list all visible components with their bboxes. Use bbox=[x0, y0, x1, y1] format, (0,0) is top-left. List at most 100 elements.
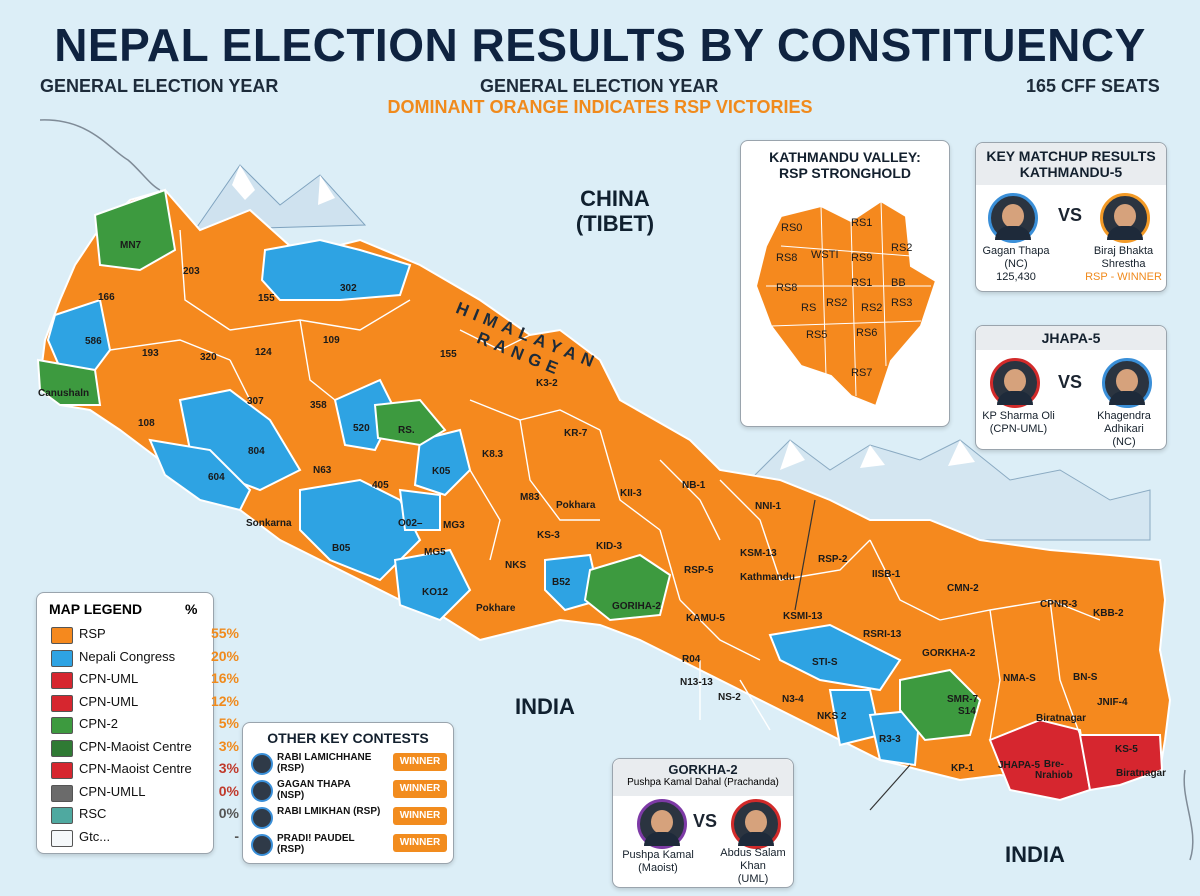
region-label: K8.3 bbox=[482, 449, 504, 460]
region-label: KBB-2 bbox=[1093, 608, 1124, 619]
map-legend: MAP LEGEND % RSP 55% Nepali Congress 20% CPN… bbox=[36, 592, 239, 854]
avatar-biraj-shrestha bbox=[1100, 193, 1150, 243]
region-maoist-goriha2 bbox=[583, 553, 672, 622]
label-india-right: INDIA bbox=[1005, 842, 1065, 867]
region-label: MN7 bbox=[120, 240, 142, 251]
region-label: MG5 bbox=[424, 547, 446, 558]
region-label: MG3 bbox=[443, 520, 465, 531]
region-maoist-s14 bbox=[899, 668, 982, 742]
contest-name: RABI LMIKHAN (RSP) bbox=[277, 806, 381, 817]
gorkha-cand2: Abdus Salam Khan (UML) bbox=[720, 847, 786, 885]
contest-row: RABI LAMICHHANE (RSP) WINNER bbox=[251, 751, 447, 775]
legend-swatch bbox=[51, 717, 73, 734]
contest-name: GAGAN THAPA (NSP) bbox=[277, 779, 351, 801]
legend-pct: 16% bbox=[210, 670, 239, 686]
region-label: JHAPA-5 bbox=[998, 760, 1041, 771]
legend-swatch bbox=[51, 762, 73, 779]
region-label: SMR-7 bbox=[947, 694, 979, 705]
region-label: N3-4 bbox=[782, 694, 804, 705]
region-label: Canushaln bbox=[38, 388, 90, 399]
region-label: 604 bbox=[208, 472, 225, 483]
gorkha-pointer-line bbox=[869, 764, 911, 811]
river-line-east bbox=[1183, 769, 1194, 861]
region-label: CMN-2 bbox=[947, 583, 979, 594]
valley-label: RS3 bbox=[891, 297, 912, 309]
legend-title: MAP LEGEND bbox=[49, 601, 143, 617]
legend-label: RSP bbox=[79, 626, 106, 641]
contest-name: PRADI! PAUDEL (RSP) bbox=[277, 833, 355, 855]
region-label: N63 bbox=[313, 465, 332, 476]
region-label: 320 bbox=[200, 352, 217, 363]
contest-avatar bbox=[251, 780, 273, 802]
valley-title-line1: KATHMANDU VALLEY: bbox=[769, 149, 921, 165]
legend-pct: 55% bbox=[210, 625, 239, 641]
jhapa-title: JHAPA-5 bbox=[1041, 330, 1101, 346]
legend-swatch bbox=[51, 829, 73, 847]
legend-pct: - bbox=[234, 827, 239, 844]
region-label: KSMI-13 bbox=[783, 611, 823, 622]
region-label: KSM-13 bbox=[740, 548, 777, 559]
region-label: 124 bbox=[255, 347, 272, 358]
contests-title: OTHER KEY CONTESTS bbox=[267, 730, 429, 746]
region-label: K3-2 bbox=[536, 378, 558, 389]
legend-pct: 12% bbox=[210, 692, 239, 709]
region-label: Bre- Nrahiob bbox=[1035, 759, 1073, 781]
valley-label: RS2 bbox=[826, 297, 847, 309]
legend-swatch bbox=[51, 807, 73, 824]
region-label: B05 bbox=[332, 543, 351, 554]
region-maoist-canushaln bbox=[36, 358, 102, 406]
legend-label: Gtc... bbox=[79, 828, 111, 844]
region-label: KII-3 bbox=[620, 488, 642, 499]
legend-pct: 20% bbox=[210, 647, 239, 664]
subtitle-right: 165 CFF SEATS bbox=[1026, 76, 1160, 96]
legend-swatch bbox=[51, 694, 73, 712]
region-label: O02– bbox=[398, 518, 423, 529]
winner-badge[interactable]: WINNER bbox=[393, 807, 447, 825]
matchup-title-line1: KEY MATCHUP RESULTS bbox=[986, 148, 1156, 164]
legend-label: CPN-Maoist Centre bbox=[79, 738, 192, 754]
region-nc-sti bbox=[768, 623, 902, 692]
kathmandu-valley-inset: KATHMANDU VALLEY: RSP STRONGHOLD RS0 RS1 R… bbox=[740, 140, 950, 427]
region-label: GORKHA-2 bbox=[922, 648, 976, 659]
legend-pct: 3% bbox=[218, 737, 239, 754]
region-label: 155 bbox=[440, 349, 457, 360]
region-label: Pokhara bbox=[556, 500, 596, 511]
valley-label: RS7 bbox=[851, 367, 872, 379]
matchup-title-line2: KATHMANDU-5 bbox=[1019, 164, 1123, 180]
contest-avatar bbox=[251, 834, 273, 856]
page-title: NEPAL ELECTION RESULTS BY CONSTITUENCY bbox=[54, 19, 1146, 71]
region-label: KO12 bbox=[422, 587, 449, 598]
avatar-abdus-khan bbox=[731, 799, 781, 849]
region-label: B52 bbox=[552, 577, 571, 588]
winner-badge[interactable]: WINNER bbox=[393, 780, 447, 798]
region-label: 520 bbox=[353, 423, 370, 434]
legend-label: CPN-Maoist Centre bbox=[79, 761, 192, 776]
region-label: Kathmandu bbox=[740, 572, 795, 583]
legend-label: CPN-UML bbox=[79, 671, 139, 686]
region-label: KID-3 bbox=[596, 541, 623, 552]
gorkha-subtitle: Pushpa Kamal Dahal (Prachanda) bbox=[627, 777, 779, 788]
legend-swatch bbox=[51, 784, 73, 802]
valley-label: RS6 bbox=[856, 327, 877, 339]
region-nc-ko12 bbox=[393, 548, 472, 622]
legend-swatch bbox=[51, 672, 73, 689]
label-china: CHINA (TIBET) bbox=[575, 186, 655, 236]
region-label: RS. bbox=[398, 425, 415, 436]
valley-map: RS0 RS1 RS8 WSTI RS9 RS2 RS8 RS1 BB RS RS2 RS2 RS3 RS… bbox=[754, 199, 938, 408]
avatar-khagendra-adhikari bbox=[1102, 358, 1152, 408]
constituency-borders bbox=[109, 229, 1101, 741]
winner-badge[interactable]: WINNER bbox=[393, 834, 447, 852]
gorkha-vs: VS bbox=[693, 811, 718, 831]
river-line bbox=[39, 119, 161, 191]
contest-row: GAGAN THAPA (NSP) WINNER bbox=[251, 778, 447, 802]
contest-row: RABI LMIKHAN (RSP) WINNER bbox=[251, 805, 447, 829]
valley-label: RS bbox=[801, 302, 816, 314]
winner-badge[interactable]: WINNER bbox=[393, 753, 447, 771]
region-label: 155 bbox=[258, 293, 275, 304]
region-label: R3-3 bbox=[879, 734, 901, 745]
other-key-contests: OTHER KEY CONTESTS RABI LAMICHHANE (RSP) W… bbox=[242, 722, 454, 864]
valley-label: RS0 bbox=[781, 222, 802, 234]
region-label: 405 bbox=[372, 480, 389, 491]
